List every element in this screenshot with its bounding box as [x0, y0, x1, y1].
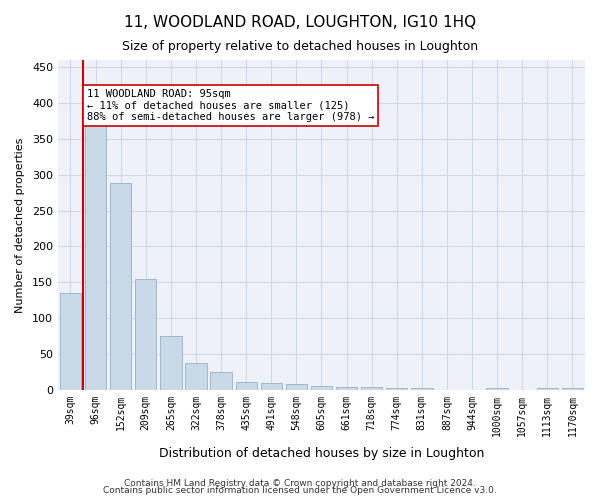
Bar	[185, 364, 206, 390]
Bar	[160, 336, 182, 390]
Bar	[286, 384, 307, 390]
Bar	[260, 384, 282, 390]
Bar	[60, 293, 81, 390]
Bar	[110, 184, 131, 390]
Bar	[361, 387, 382, 390]
Bar	[211, 372, 232, 390]
Bar	[411, 388, 433, 390]
Bar	[311, 386, 332, 390]
Bar	[85, 124, 106, 390]
Text: 11 WOODLAND ROAD: 95sqm
← 11% of detached houses are smaller (125)
88% of semi-d: 11 WOODLAND ROAD: 95sqm ← 11% of detache…	[87, 88, 374, 122]
Bar	[562, 388, 583, 390]
Bar	[135, 278, 157, 390]
Text: Size of property relative to detached houses in Loughton: Size of property relative to detached ho…	[122, 40, 478, 53]
Bar	[536, 388, 558, 390]
Bar	[386, 388, 407, 390]
Text: 11, WOODLAND ROAD, LOUGHTON, IG10 1HQ: 11, WOODLAND ROAD, LOUGHTON, IG10 1HQ	[124, 15, 476, 30]
Bar	[336, 387, 357, 390]
Bar	[487, 388, 508, 390]
Text: Contains HM Land Registry data © Crown copyright and database right 2024.: Contains HM Land Registry data © Crown c…	[124, 478, 476, 488]
Y-axis label: Number of detached properties: Number of detached properties	[15, 138, 25, 312]
Bar	[236, 382, 257, 390]
X-axis label: Distribution of detached houses by size in Loughton: Distribution of detached houses by size …	[159, 447, 484, 460]
Text: Contains public sector information licensed under the Open Government Licence v3: Contains public sector information licen…	[103, 486, 497, 495]
